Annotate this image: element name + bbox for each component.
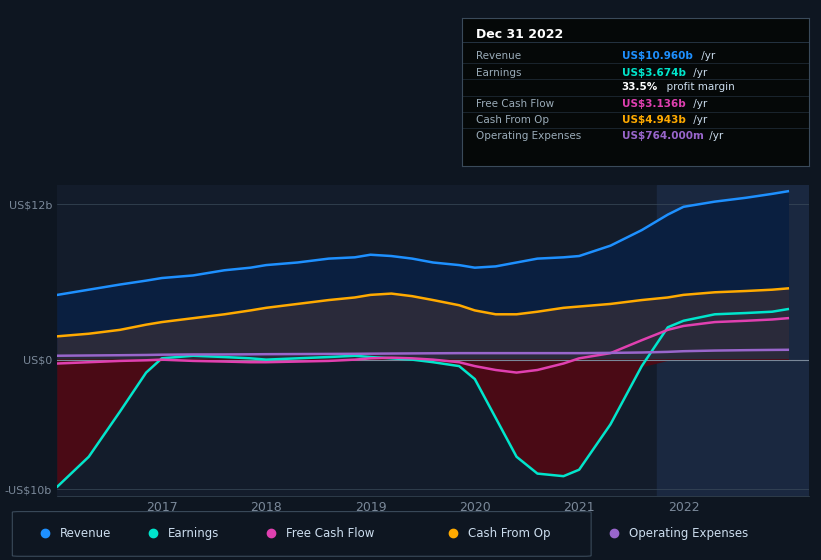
Text: /yr: /yr: [705, 132, 722, 141]
Text: US$3.674b: US$3.674b: [621, 68, 686, 78]
Text: /yr: /yr: [690, 115, 708, 125]
Text: US$3.136b: US$3.136b: [621, 99, 686, 109]
Text: US$10.960b: US$10.960b: [621, 52, 692, 62]
Text: Cash From Op: Cash From Op: [468, 527, 550, 540]
Text: US$764.000m: US$764.000m: [621, 132, 704, 141]
Text: Operating Expenses: Operating Expenses: [476, 132, 581, 141]
Bar: [658, 185, 809, 496]
Text: Cash From Op: Cash From Op: [476, 115, 549, 125]
Text: Revenue: Revenue: [476, 52, 521, 62]
Text: Operating Expenses: Operating Expenses: [629, 527, 748, 540]
Text: Dec 31 2022: Dec 31 2022: [476, 29, 563, 41]
Text: /yr: /yr: [690, 68, 708, 78]
Text: Free Cash Flow: Free Cash Flow: [476, 99, 554, 109]
Text: Earnings: Earnings: [167, 527, 219, 540]
Text: profit margin: profit margin: [660, 82, 735, 92]
Text: /yr: /yr: [690, 99, 708, 109]
Text: US$4.943b: US$4.943b: [621, 115, 686, 125]
Text: Free Cash Flow: Free Cash Flow: [286, 527, 374, 540]
Text: Earnings: Earnings: [476, 68, 521, 78]
Text: /yr: /yr: [698, 52, 715, 62]
Text: Revenue: Revenue: [60, 527, 112, 540]
Text: 33.5%: 33.5%: [621, 82, 658, 92]
